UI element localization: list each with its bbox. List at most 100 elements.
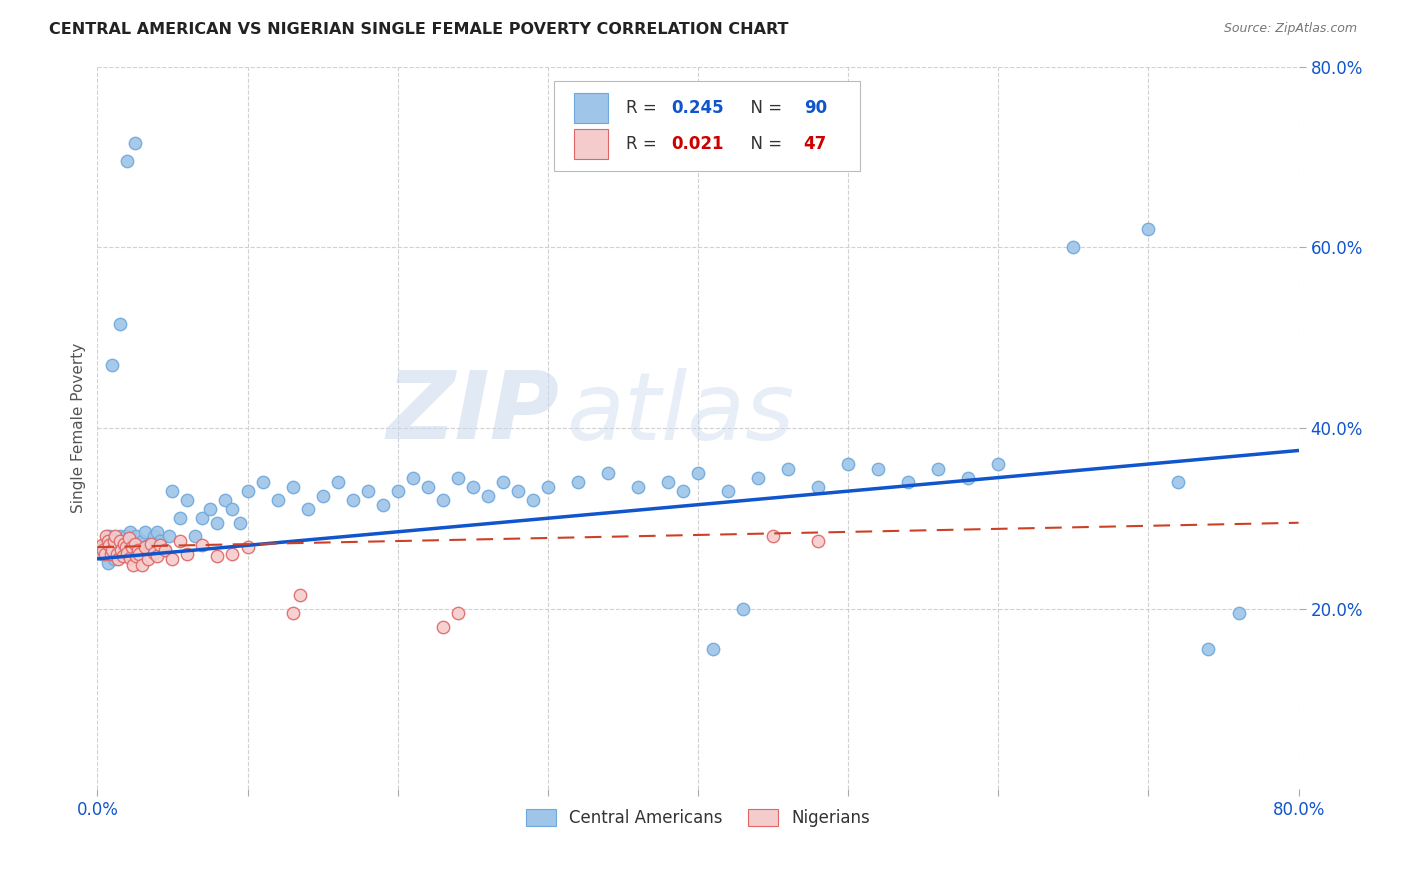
Point (143, 545, 166, 559)
Point (447, 470, 470, 484)
Point (121, 533, 143, 548)
Point (103, 552, 125, 566)
Point (868, 461, 890, 475)
Point (111, 533, 134, 548)
Point (124, 136, 146, 151)
Point (447, 606, 470, 620)
Point (122, 538, 145, 552)
Point (98, 529, 121, 543)
Point (702, 642, 724, 657)
Point (214, 493, 236, 508)
Point (110, 542, 132, 557)
Point (97, 557, 120, 571)
Point (138, 552, 160, 566)
Point (94, 538, 117, 552)
Point (1198, 642, 1220, 657)
Point (266, 493, 288, 508)
Point (105, 547, 128, 561)
Point (122, 558, 145, 573)
Text: N =: N = (740, 99, 787, 117)
Point (198, 502, 221, 516)
Point (117, 154, 139, 169)
Point (153, 542, 176, 557)
Point (93, 542, 115, 557)
Point (762, 529, 785, 543)
Point (149, 538, 172, 552)
Point (128, 547, 150, 561)
Point (371, 498, 394, 512)
Point (127, 538, 149, 552)
Text: R =: R = (626, 99, 662, 117)
Point (101, 542, 124, 557)
Point (221, 547, 243, 561)
Point (1227, 606, 1250, 620)
Point (118, 531, 141, 545)
Point (807, 533, 830, 548)
Point (105, 547, 128, 561)
Legend: Central Americans, Nigerians: Central Americans, Nigerians (517, 800, 879, 835)
Text: 90: 90 (804, 99, 827, 117)
Point (897, 475, 920, 489)
Point (100, 547, 122, 561)
Point (117, 538, 139, 552)
Point (112, 536, 135, 550)
Point (159, 529, 181, 543)
Point (807, 480, 830, 494)
Point (169, 511, 191, 525)
Point (146, 549, 169, 564)
Point (111, 549, 134, 564)
FancyBboxPatch shape (554, 81, 860, 171)
Point (672, 484, 695, 499)
Point (143, 529, 166, 543)
Point (162, 484, 184, 499)
Text: 0.021: 0.021 (672, 135, 724, 153)
Point (141, 536, 163, 550)
Point (288, 588, 311, 602)
Point (138, 538, 160, 552)
Point (229, 516, 252, 530)
Point (96, 529, 118, 543)
Point (281, 480, 304, 494)
Point (176, 493, 198, 508)
Point (927, 461, 949, 475)
Point (131, 533, 153, 548)
Point (128, 547, 150, 561)
Point (596, 466, 619, 480)
Point (987, 457, 1010, 471)
Point (131, 558, 153, 573)
Point (94, 547, 117, 561)
Point (686, 466, 709, 480)
Text: N =: N = (740, 135, 787, 153)
Point (121, 540, 143, 554)
Point (97, 533, 120, 548)
Point (342, 493, 364, 508)
Point (506, 484, 529, 499)
Point (207, 549, 229, 564)
Y-axis label: Single Female Poverty: Single Female Poverty (72, 343, 86, 513)
Text: ZIP: ZIP (387, 368, 560, 459)
Point (957, 470, 980, 484)
Point (477, 489, 499, 503)
Point (125, 549, 148, 564)
Point (416, 480, 439, 494)
Point (236, 540, 259, 554)
Point (120, 551, 142, 566)
Point (326, 475, 349, 489)
Point (356, 484, 378, 499)
Point (98, 538, 121, 552)
Point (169, 533, 191, 548)
Point (176, 547, 198, 561)
Point (311, 489, 333, 503)
Point (108, 317, 131, 331)
Text: Source: ZipAtlas.com: Source: ZipAtlas.com (1223, 22, 1357, 36)
Point (776, 461, 799, 475)
Point (432, 493, 454, 508)
Point (657, 475, 679, 489)
Point (1062, 240, 1084, 254)
Point (236, 484, 259, 499)
Point (90, 547, 112, 561)
Point (537, 480, 560, 494)
Text: 0.245: 0.245 (672, 99, 724, 117)
Point (461, 480, 484, 494)
Point (627, 480, 650, 494)
